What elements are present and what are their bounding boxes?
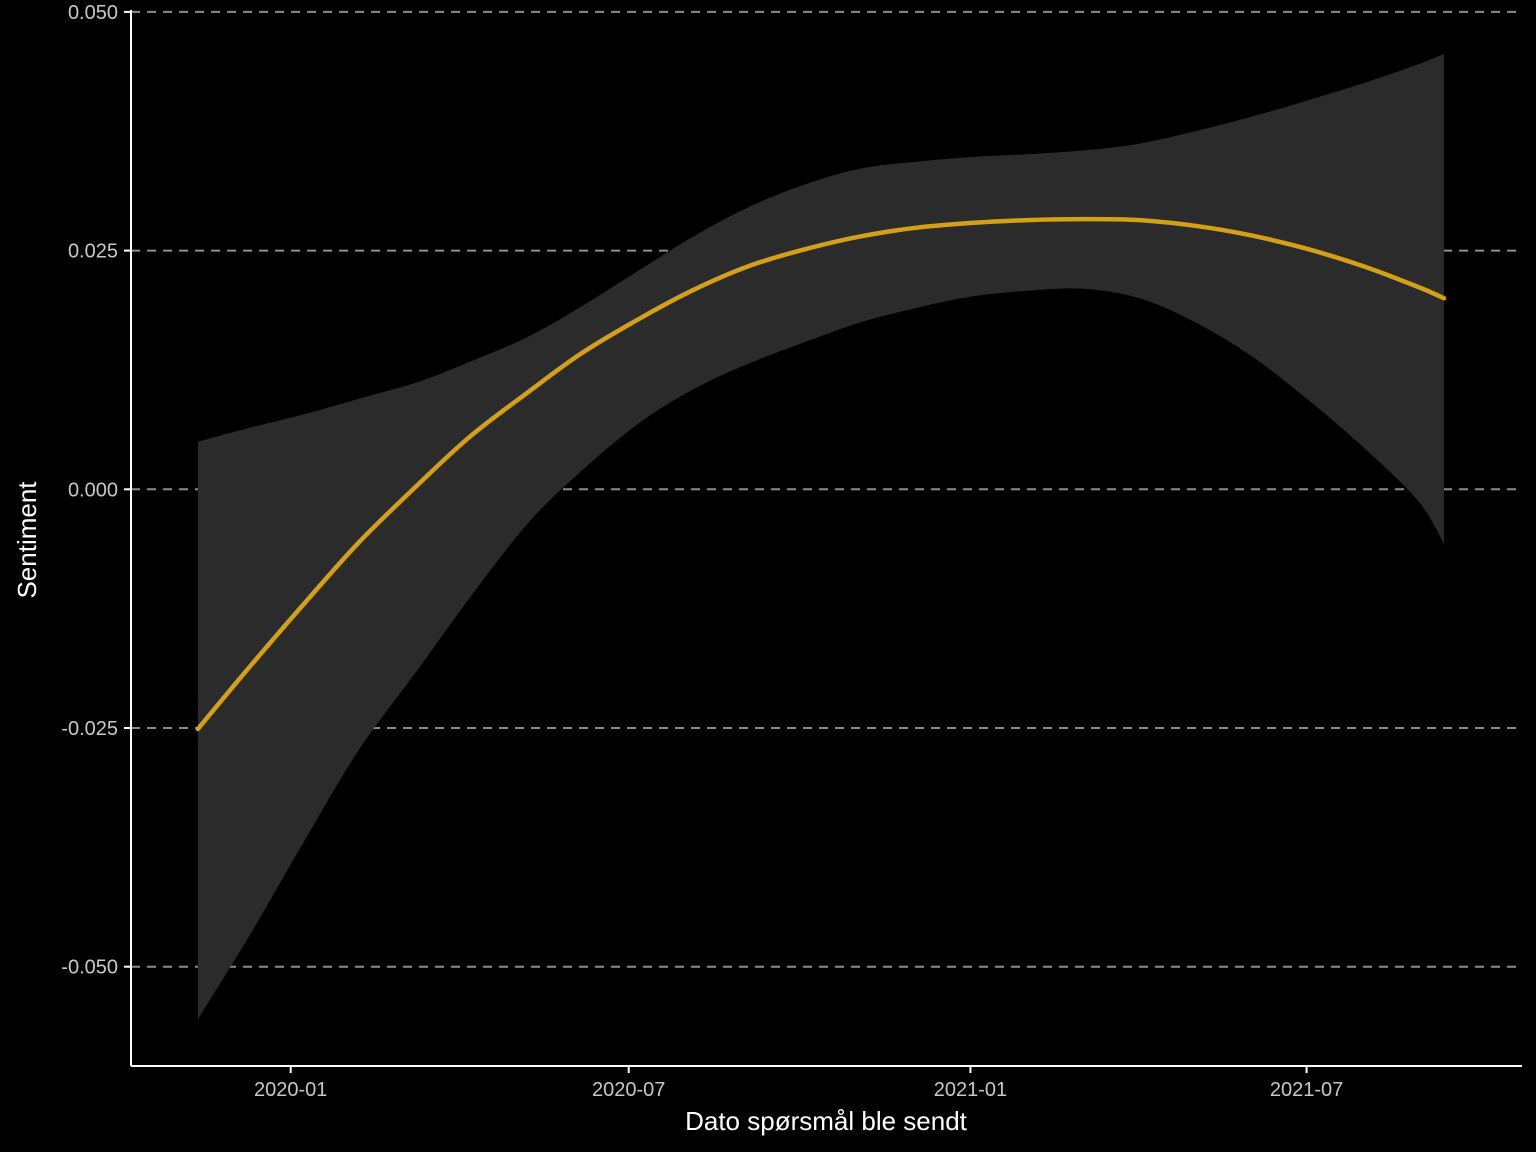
- confidence-band-layer: [197, 53, 1444, 1020]
- y-tick-label: 0.000: [68, 479, 118, 501]
- axes: [124, 10, 1522, 1073]
- y-axis-title: Sentiment: [12, 481, 42, 599]
- tick-labels: -0.050 -0.025 0.000 0.025 0.050 2020-01 2020-0…: [61, 2, 1343, 1101]
- x-axis-title: Dato spørsmål ble sendt: [685, 1106, 968, 1136]
- trend-line-layer: [195, 216, 1447, 732]
- x-tick-label: 2020-01: [254, 1079, 327, 1101]
- y-tick-label: -0.050: [61, 957, 118, 979]
- y-tick-label: -0.025: [61, 718, 118, 740]
- x-tick-label: 2021-01: [934, 1079, 1007, 1101]
- x-tick-label: 2021-07: [1270, 1079, 1343, 1101]
- trend-line: [195, 216, 1447, 732]
- x-tick-label: 2020-07: [592, 1079, 665, 1101]
- y-tick-label: 0.025: [68, 241, 118, 263]
- confidence-band: [197, 53, 1444, 1020]
- y-tick-label: 0.050: [68, 2, 118, 24]
